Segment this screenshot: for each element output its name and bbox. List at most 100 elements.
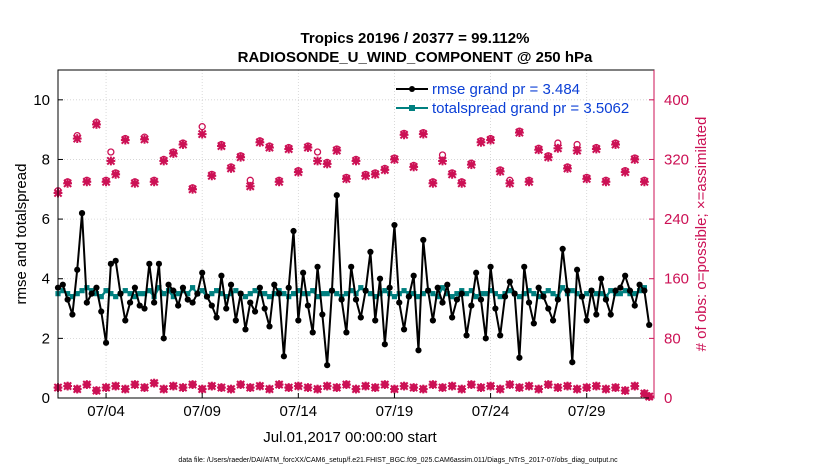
rmse-point [88, 290, 95, 297]
rmse-point [636, 281, 643, 288]
rmse-point [482, 335, 489, 342]
rmse-point [473, 269, 480, 276]
obs-assimilated-marker [106, 156, 116, 166]
rmse-point [93, 284, 100, 291]
spread-point [252, 288, 258, 294]
obs-assimilated-marker [207, 171, 217, 181]
rmse-point [64, 296, 71, 303]
spread-point [636, 288, 643, 294]
spread-point [545, 288, 551, 294]
rmse-point [146, 260, 153, 267]
obs-assimilated-marker [630, 155, 640, 164]
obs-assimilated-marker [111, 169, 121, 179]
obs-low-assimilated-marker [341, 380, 351, 389]
obs-count-layer [53, 118, 654, 401]
rmse-point [275, 290, 283, 297]
rmse-point [626, 287, 634, 294]
spread-point [319, 291, 325, 297]
obs-low-assimilated-marker [543, 380, 553, 389]
x-tick-label: 07/09 [183, 403, 221, 420]
obs-low-assimilated-marker [644, 392, 654, 401]
y-left-tick-label: 0 [42, 390, 50, 407]
obs-low-assimilated-marker [591, 381, 601, 391]
rmse-point [554, 296, 561, 303]
obs-assimilated-marker [284, 144, 294, 154]
rmse-point [511, 290, 518, 297]
rmse-point [112, 257, 119, 264]
rmse-point [396, 299, 403, 306]
obs-assimilated-marker [380, 165, 390, 175]
spread-point [430, 291, 436, 297]
obs-assimilated-marker [361, 171, 371, 181]
spread-point [420, 291, 426, 297]
obs-assimilated-marker [140, 134, 149, 144]
rmse-point [151, 299, 158, 306]
obs-assimilated-marker [188, 184, 197, 194]
obs-assimilated-marker [72, 134, 82, 143]
spread-point [439, 285, 446, 291]
spread-point [411, 291, 417, 297]
spread-point [65, 291, 71, 297]
rmse-point [74, 266, 81, 273]
rmse-point [194, 290, 201, 297]
obs-low-assimilated-marker [370, 383, 380, 392]
obs-assimilated-marker [572, 146, 582, 155]
spread-point [343, 291, 349, 297]
y-axis-right-label: # of obs: o=possible; ×=assimilated [693, 117, 710, 352]
obs-low-assimilated-marker [476, 383, 486, 392]
spread-point [492, 291, 498, 297]
spread-point [214, 288, 220, 294]
obs-assimilated-marker [351, 156, 361, 166]
obs-possible-marker [313, 148, 322, 156]
obs-low-assimilated-marker [524, 381, 534, 391]
obs-assimilated-marker [130, 178, 140, 188]
y-left-tick-label: 10 [33, 92, 50, 109]
rmse-point [102, 339, 110, 346]
obs-assimilated-marker [63, 178, 73, 188]
obs-assimilated-marker [149, 177, 159, 187]
obs-low-assimilated-marker [409, 383, 419, 392]
spread-point [483, 291, 489, 297]
obs-assimilated-marker [524, 177, 534, 187]
obs-assimilated-marker [274, 177, 284, 187]
rmse-point [569, 359, 576, 366]
obs-assimilated-marker [438, 156, 447, 166]
obs-assimilated-marker [313, 156, 322, 166]
rmse-point [59, 281, 66, 288]
rmse-point [83, 299, 90, 306]
legend-rmse-marker [409, 86, 415, 92]
rmse-point [179, 284, 187, 291]
obs-assimilated-marker [245, 181, 255, 191]
rmse-point [381, 341, 388, 348]
spread-point [266, 294, 273, 300]
y-axis-left-label: rmse and totalspread [13, 164, 30, 305]
obs-assimilated-marker [486, 135, 495, 145]
rmse-point [492, 305, 499, 312]
rmse-point [588, 287, 595, 294]
spread-point [608, 288, 614, 294]
obs-low-assimilated-marker [447, 381, 457, 391]
obs-assimilated-marker [399, 130, 409, 140]
obs-assimilated-marker [553, 143, 563, 153]
obs-low-assimilated-marker [168, 381, 178, 391]
spread-point [98, 294, 104, 300]
spread-point [257, 291, 263, 297]
x-axis-label: Jul.01,2017 00:00:00 start [263, 429, 437, 446]
obs-low-assimilated-marker [72, 384, 82, 394]
rmse-point [78, 210, 86, 217]
rmse-point [415, 347, 422, 354]
obs-low-assimilated-marker [515, 383, 524, 392]
spread-point [161, 291, 167, 297]
rmse-point [357, 314, 364, 321]
rmse-point [280, 353, 288, 360]
rmse-point [530, 320, 537, 327]
rmse-point [458, 290, 465, 297]
obs-low-assimilated-marker [313, 384, 322, 394]
obs-low-assimilated-marker [428, 380, 438, 389]
rmse-point [352, 296, 360, 303]
obs-assimilated-marker [591, 144, 601, 154]
obs-low-assimilated-marker [217, 383, 226, 392]
spread-point [60, 288, 66, 294]
spread-point [281, 291, 287, 297]
rmse-point [131, 284, 139, 291]
